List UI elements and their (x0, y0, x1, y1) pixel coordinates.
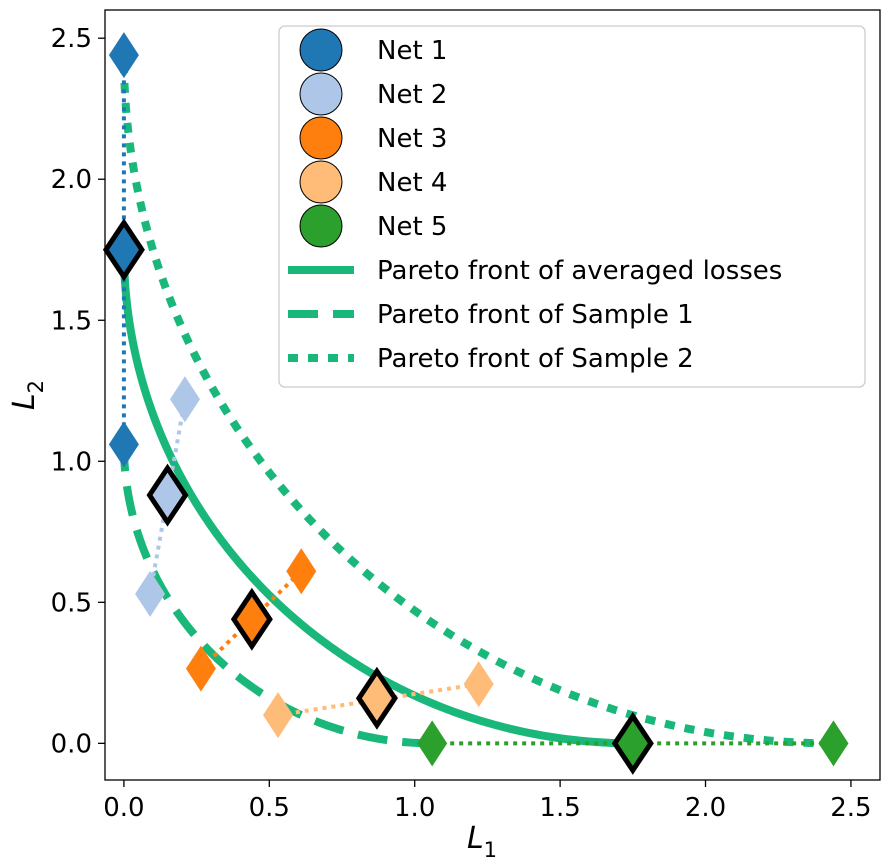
y-tick-label: 2.5 (51, 24, 92, 54)
net-1-sample2-marker (108, 32, 139, 79)
legend-front-dashed-label: Pareto front of Sample 1 (377, 300, 694, 330)
y-tick-label: 1.5 (51, 306, 92, 336)
legend-front-dotted-label: Pareto front of Sample 2 (377, 344, 694, 374)
legend-net-3-label: Net 3 (377, 124, 447, 154)
net-2-connector (148, 398, 187, 595)
legend-net-1-swatch (299, 28, 343, 72)
legend: Net 1 Net 2 Net 3 Net 4 Net 5 Pareto front of… (278, 25, 866, 388)
net-4-sample1-marker (263, 692, 294, 739)
y-tick-label: 2.0 (51, 165, 92, 195)
net-5-averaged-marker (611, 711, 654, 775)
legend-net-4-swatch (299, 160, 343, 204)
y-axis-label: L2 (7, 380, 48, 410)
legend-net-5-swatch (299, 204, 343, 248)
legend-net-3-swatch (299, 116, 343, 160)
x-tick-label: 2.0 (685, 793, 726, 823)
y-axis-label-sub: 2 (24, 380, 48, 393)
net-4-averaged-marker (355, 666, 398, 730)
y-tick-label: 0.0 (51, 729, 92, 759)
x-tick-label: 0.0 (103, 793, 144, 823)
x-tick-label: 1.5 (539, 793, 580, 823)
net-1-sample1-marker (108, 421, 139, 468)
x-tick-label: 2.5 (830, 793, 871, 823)
x-tick-label: 0.5 (249, 793, 290, 823)
x-axis-label-sub: 1 (484, 838, 497, 862)
net-3-sample2-marker (286, 548, 317, 595)
net-2-averaged-marker (146, 463, 189, 527)
net-2-sample1-marker (135, 570, 166, 617)
plot-frame (104, 9, 881, 781)
x-axis-label: L1 (467, 821, 497, 862)
net-3-averaged-marker (230, 587, 273, 651)
net-1-averaged-marker (102, 218, 145, 282)
pareto-front-dotted (119, 55, 834, 748)
y-tick-label: 0.5 (51, 588, 92, 618)
net-2-sample2-marker (169, 376, 200, 423)
legend-net-5-label: Net 5 (377, 212, 447, 242)
legend-box (278, 25, 866, 388)
legend-net-2-swatch (299, 72, 343, 116)
x-axis-label-main: L (467, 821, 484, 856)
net-5-sample2-marker (818, 720, 849, 767)
legend-front-solid-label: Pareto front of averaged losses (377, 256, 782, 286)
y-tick-label: 1.0 (51, 447, 92, 477)
x-tick-label: 1.0 (394, 793, 435, 823)
legend-net-1-label: Net 1 (377, 36, 447, 66)
net-5-sample1-marker (417, 720, 448, 767)
y-axis-label-main: L (7, 393, 42, 410)
legend-net-2-label: Net 2 (377, 80, 447, 110)
net-4-sample2-marker (463, 661, 494, 708)
legend-net-4-label: Net 4 (377, 168, 447, 198)
net-3-sample1-marker (185, 645, 216, 692)
